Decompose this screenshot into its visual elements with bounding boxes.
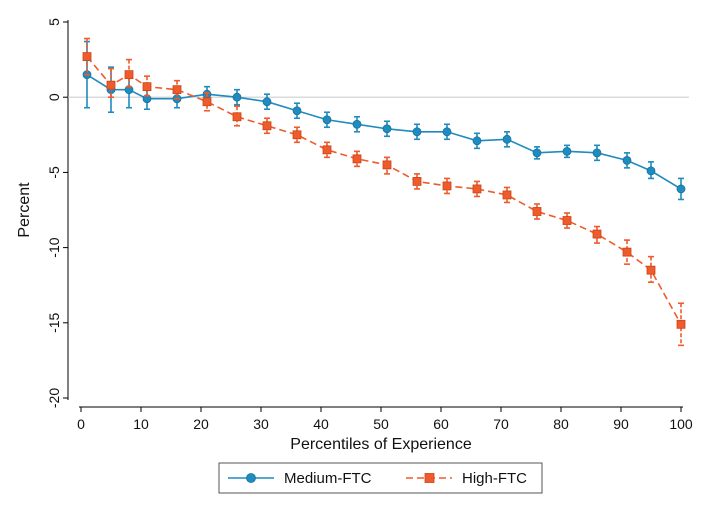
legend-item: High-FTC [406,470,527,487]
y-tick-label: -5 [46,166,62,179]
data-point [232,92,242,102]
data-point [472,184,482,194]
legend: Medium-FTC High-FTC [218,462,543,494]
data-point [232,112,242,122]
legend-label: High-FTC [462,470,527,487]
data-point [262,121,272,131]
x-tick-label: 0 [77,416,85,432]
x-tick-label: 30 [253,416,269,432]
data-point [562,216,572,225]
series-line [86,73,682,190]
data-point [592,148,602,158]
y-axis-title: Percent [16,182,33,238]
data-point [352,154,362,164]
data-point [322,115,332,125]
data-point [106,80,116,90]
x-tick-label: 60 [433,416,449,432]
legend-label: Medium-FTC [284,470,372,487]
data-point [382,124,392,134]
data-point [172,85,182,95]
x-axis-title: Percentiles of Experience [290,436,472,453]
data-point [262,97,272,107]
data-point [592,229,602,239]
data-point [322,145,332,155]
data-point [562,146,572,156]
data-point [412,127,422,137]
data-point [382,160,392,170]
data-point [622,155,632,165]
data-point [646,265,656,275]
data-point [646,166,656,176]
y-tick-label: -10 [46,237,62,257]
series-medium-ftc [82,40,686,201]
data-point [352,119,362,129]
data-point [622,247,632,257]
data-point [442,127,452,137]
data-point [676,184,686,194]
x-tick-label: 70 [493,416,509,432]
data-point [502,134,512,144]
x-tick-label: 50 [373,416,389,432]
x-tick-label: 10 [133,416,149,432]
data-point [202,97,212,107]
x-tick-label: 90 [613,416,629,432]
legend-marker [246,473,256,483]
legend-item: Medium-FTC [228,470,372,487]
data-point [292,130,302,140]
y-tick-label: 0 [46,93,62,101]
data-point [292,106,302,116]
series-line [86,56,682,325]
data-point [532,207,542,216]
data-point [412,177,422,186]
data-point [532,148,542,158]
x-tick-label: 100 [669,416,693,432]
legend-marker [424,473,435,483]
x-tick-label: 40 [313,416,329,432]
axes: 50-5-10-15-200 10 20 30 40 50 60 70 80 90 100 [46,18,693,432]
x-tick-label: 80 [553,416,569,432]
y-tick-label: -15 [46,312,62,332]
data-point [502,190,512,200]
y-tick-label: 5 [46,18,62,26]
series-high-ftc [82,37,686,347]
data-point [82,52,92,61]
plot-area [68,37,689,347]
y-tick-label: -20 [46,388,62,408]
data-point [142,82,152,92]
data-point [124,70,134,80]
x-tick-label: 20 [193,416,209,432]
data-point [676,319,686,329]
data-point [472,136,482,146]
data-point [442,181,452,191]
